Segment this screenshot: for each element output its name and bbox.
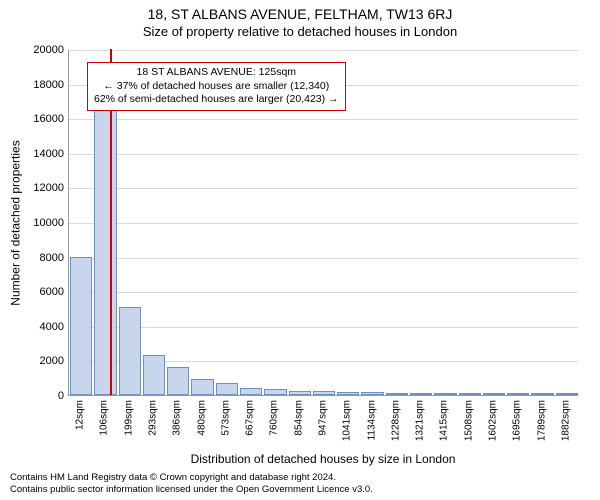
x-tick-label: 106sqm bbox=[99, 400, 110, 436]
x-tick-label: 573sqm bbox=[220, 400, 231, 436]
x-tick-label: 293sqm bbox=[148, 400, 159, 436]
x-tick-label: 1041sqm bbox=[342, 400, 353, 441]
histogram-bar bbox=[361, 392, 383, 395]
x-tick-label: 1415sqm bbox=[439, 400, 450, 441]
y-tick-label: 12000 bbox=[4, 182, 64, 194]
x-tick-label: 1882sqm bbox=[560, 400, 571, 441]
chart-title-line1: 18, ST ALBANS AVENUE, FELTHAM, TW13 6RJ bbox=[0, 0, 600, 22]
histogram-bar bbox=[119, 307, 141, 395]
x-tick-label: 1228sqm bbox=[390, 400, 401, 441]
y-tick-label: 6000 bbox=[4, 286, 64, 298]
x-tick-label: 1789sqm bbox=[536, 400, 547, 441]
histogram-bar bbox=[191, 379, 213, 395]
histogram-bar bbox=[337, 392, 359, 395]
histogram-bar bbox=[313, 391, 335, 395]
x-tick-label: 12sqm bbox=[75, 400, 86, 430]
x-tick-label: 667sqm bbox=[245, 400, 256, 436]
histogram-bar bbox=[289, 391, 311, 395]
gridline bbox=[69, 188, 578, 189]
gridline bbox=[69, 327, 578, 328]
histogram-bar bbox=[94, 108, 116, 395]
histogram-bar bbox=[70, 257, 92, 395]
footer-attribution: Contains HM Land Registry data © Crown c… bbox=[10, 472, 373, 496]
histogram-bar bbox=[556, 393, 578, 395]
annotation-box: 18 ST ALBANS AVENUE: 125sqm← 37% of deta… bbox=[87, 62, 346, 111]
plot-area: 18 ST ALBANS AVENUE: 125sqm← 37% of deta… bbox=[68, 50, 578, 396]
gridline bbox=[69, 223, 578, 224]
x-tick-label: 386sqm bbox=[172, 400, 183, 436]
gridline bbox=[69, 154, 578, 155]
y-tick-label: 14000 bbox=[4, 148, 64, 160]
x-tick-label: 947sqm bbox=[318, 400, 329, 436]
histogram-bar bbox=[264, 389, 286, 395]
gridline bbox=[69, 119, 578, 120]
gridline bbox=[69, 258, 578, 259]
footer-line2: Contains public sector information licen… bbox=[10, 484, 373, 496]
y-tick-label: 16000 bbox=[4, 113, 64, 125]
gridline bbox=[69, 50, 578, 51]
x-tick-label: 1695sqm bbox=[512, 400, 523, 441]
x-tick-label: 1134sqm bbox=[366, 400, 377, 440]
histogram-bar bbox=[483, 393, 505, 395]
annotation-line1: 18 ST ALBANS AVENUE: 125sqm bbox=[94, 66, 339, 80]
gridline bbox=[69, 292, 578, 293]
x-tick-label: 1508sqm bbox=[463, 400, 474, 441]
y-tick-label: 10000 bbox=[4, 217, 64, 229]
y-tick-label: 2000 bbox=[4, 355, 64, 367]
histogram-bar bbox=[143, 355, 165, 395]
chart-title-line2: Size of property relative to detached ho… bbox=[0, 22, 600, 39]
x-tick-label: 1602sqm bbox=[488, 400, 499, 441]
histogram-bar bbox=[410, 393, 432, 395]
x-tick-label: 854sqm bbox=[293, 400, 304, 436]
histogram-bar bbox=[531, 393, 553, 395]
chart-container: 18, ST ALBANS AVENUE, FELTHAM, TW13 6RJ … bbox=[0, 0, 600, 500]
x-tick-label: 760sqm bbox=[269, 400, 280, 436]
histogram-bar bbox=[386, 393, 408, 395]
y-tick-label: 0 bbox=[4, 390, 64, 402]
histogram-bar bbox=[216, 383, 238, 395]
x-tick-label: 199sqm bbox=[123, 400, 134, 436]
annotation-line3: 62% of semi-detached houses are larger (… bbox=[94, 93, 339, 107]
annotation-line2: ← 37% of detached houses are smaller (12… bbox=[94, 80, 339, 94]
footer-line1: Contains HM Land Registry data © Crown c… bbox=[10, 472, 373, 484]
histogram-bar bbox=[434, 393, 456, 395]
y-tick-label: 4000 bbox=[4, 321, 64, 333]
x-tick-label: 1321sqm bbox=[415, 400, 426, 441]
y-tick-label: 18000 bbox=[4, 79, 64, 91]
histogram-bar bbox=[507, 393, 529, 395]
x-tick-label: 480sqm bbox=[196, 400, 207, 436]
x-axis-label: Distribution of detached houses by size … bbox=[68, 452, 578, 466]
histogram-bar bbox=[459, 393, 481, 395]
y-tick-label: 20000 bbox=[4, 44, 64, 56]
histogram-bar bbox=[240, 388, 262, 395]
y-tick-label: 8000 bbox=[4, 252, 64, 264]
histogram-bar bbox=[167, 367, 189, 395]
